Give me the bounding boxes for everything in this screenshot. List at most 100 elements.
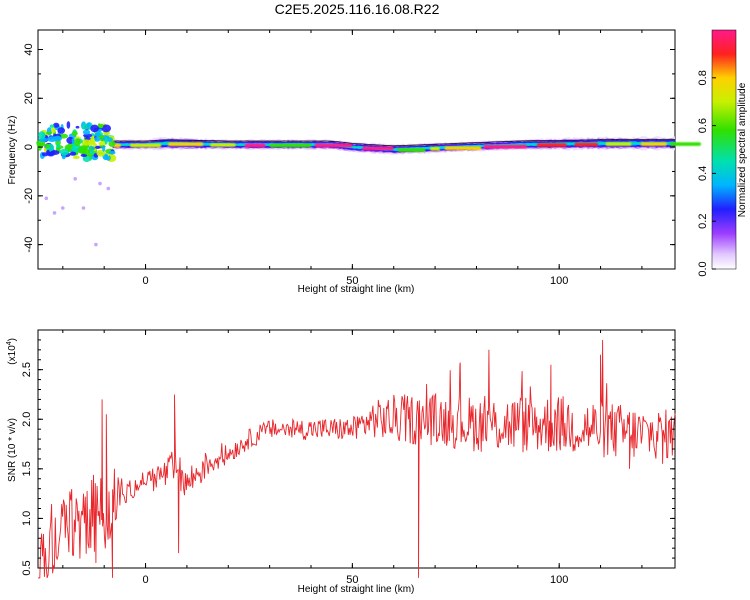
spectral-blob [36, 142, 46, 147]
spectral-blob [71, 138, 75, 144]
spectral-outlier [61, 206, 65, 210]
spectrogram-panel: 0 50 100 40 20 0 -20 -40 Height of straight lin… [7, 29, 701, 295]
y-tick-label: 2.0 [21, 412, 33, 427]
spectral-core-segment [574, 142, 598, 147]
spectral-blob [90, 124, 99, 133]
y-tick-label: 0.5 [21, 560, 33, 575]
spectral-outlier [73, 177, 77, 181]
y-tick-label: 2.5 [21, 362, 33, 377]
spectral-core-segment [483, 144, 527, 149]
spectral-blob [101, 124, 111, 133]
spectral-blob [102, 145, 106, 152]
spectrogram-content [36, 121, 701, 247]
colorbar-tick-label: 0.8 [697, 70, 709, 85]
snr-scale-note: (x104) [6, 338, 18, 365]
spectral-core-segment [536, 143, 567, 147]
spectral-blob [82, 129, 91, 135]
spectral-core-segment [605, 142, 632, 146]
spectral-core-segment [430, 147, 440, 151]
spectral-blob [95, 145, 101, 149]
spectral-core-segment [362, 146, 394, 151]
y-tick-label: 20 [23, 92, 35, 104]
spectral-blob [96, 149, 106, 157]
spectral-blob [53, 122, 60, 128]
spectral-outlier [44, 196, 49, 201]
y-tick-label: 1.0 [21, 511, 33, 526]
spectral-blob [74, 138, 81, 147]
spectral-blob [98, 123, 104, 129]
spectral-core-segment [397, 148, 426, 152]
spectral-blob [69, 151, 77, 156]
spectral-blob [91, 146, 95, 150]
colorbar-label: Normalized spectral amplitude [737, 82, 748, 217]
spectrogram-axes: 0 50 100 40 20 0 -20 -40 [23, 30, 675, 287]
spectral-core-segment [269, 143, 312, 148]
snr-scale-prefix: (x10 [7, 345, 18, 365]
spectral-blob [108, 140, 116, 147]
spectral-blob [94, 137, 101, 142]
x-tick-label: 100 [550, 275, 568, 287]
y-tick-label: 1.5 [21, 461, 33, 476]
spectral-trend-line [112, 139, 675, 147]
spectral-core-segment [130, 143, 162, 148]
spectral-blob [46, 149, 50, 156]
spectral-outlier [106, 186, 111, 191]
spectral-blob [47, 136, 58, 143]
x-tick-label: 100 [550, 574, 568, 586]
colorbar-ticks: 0.0 0.2 0.4 0.6 0.8 [697, 70, 716, 277]
figure-title: C2E5.2025.116.16.08.R22 [275, 1, 440, 17]
spectral-core-segment [168, 142, 204, 146]
snr-axes: 0 50 100 0.5 1.0 1.5 2.0 2.5 [21, 330, 675, 586]
spectral-blob [71, 130, 78, 136]
spectral-blob [86, 122, 91, 128]
snr-series-line [38, 339, 676, 579]
spectral-blob [104, 137, 108, 145]
snr-scale-exponent: 4 [6, 341, 13, 345]
spectral-blob [51, 127, 56, 134]
colorbar: 0.0 0.2 0.4 0.6 0.8 Normalized spectral ampl… [697, 29, 748, 277]
spectral-blob [50, 150, 60, 156]
x-tick-label: 0 [142, 574, 148, 586]
spectral-blob [57, 127, 65, 134]
spectrogram-ylabel: Frequency (Hz) [7, 116, 18, 185]
spectral-outlier [98, 181, 102, 186]
y-tick-label: -40 [23, 237, 35, 253]
spectral-core-segment [669, 142, 701, 146]
spectral-blob [38, 131, 46, 140]
colorbar-tick-label: 0.6 [697, 118, 709, 133]
spectral-blob [45, 131, 53, 135]
spectral-core-segment [640, 142, 667, 146]
snr-frame [37, 329, 676, 569]
spectral-blob [108, 150, 116, 155]
spectral-blob [98, 141, 107, 147]
spectral-outlier [94, 242, 98, 247]
svg-text:(x104): (x104) [6, 338, 18, 365]
spectral-blob [44, 143, 50, 148]
spectral-blob [49, 124, 55, 128]
y-tick-label: -20 [23, 188, 35, 204]
spectrogram-xlabel: Height of straight line (km) [298, 284, 415, 295]
spectral-blob [94, 132, 101, 138]
x-tick-label: 0 [142, 275, 148, 287]
snr-xlabel: Height of straight line (km) [298, 584, 415, 595]
spectral-blob [59, 148, 70, 156]
snr-panel: 0 50 100 0.5 1.0 1.5 2.0 2.5 Height of straight… [6, 329, 676, 595]
colorbar-tick-label: 0.0 [697, 261, 709, 276]
spectral-blob [75, 125, 80, 129]
snr-ylabel: SNR (10 * v/v) [7, 418, 18, 482]
spectral-blob [80, 153, 88, 157]
snr-scale-close: ) [7, 338, 18, 341]
spectral-blob [88, 139, 94, 146]
y-tick-label: 40 [23, 43, 35, 55]
y-tick-label: 0 [23, 144, 35, 150]
colorbar-tick-label: 0.4 [697, 166, 709, 181]
spectral-blob [66, 121, 71, 129]
spectral-blob [83, 148, 91, 155]
spectral-core-segment [444, 146, 482, 150]
spectral-blob [104, 155, 109, 161]
spectral-blob [81, 139, 91, 146]
spectral-core-segment [210, 143, 236, 147]
colorbar-tick-label: 0.2 [697, 214, 709, 229]
spectral-core-segment [244, 143, 266, 148]
